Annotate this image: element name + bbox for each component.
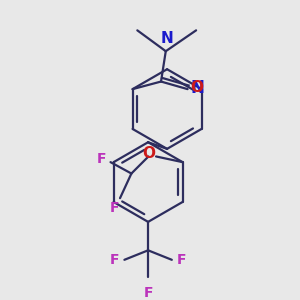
Text: F: F bbox=[96, 152, 106, 166]
Text: N: N bbox=[160, 31, 173, 46]
Text: F: F bbox=[143, 286, 153, 300]
Text: F: F bbox=[110, 201, 119, 215]
Text: F: F bbox=[110, 253, 120, 267]
Text: O: O bbox=[190, 80, 204, 95]
Text: N: N bbox=[191, 79, 205, 97]
Text: F: F bbox=[176, 253, 186, 267]
Text: O: O bbox=[142, 146, 155, 161]
